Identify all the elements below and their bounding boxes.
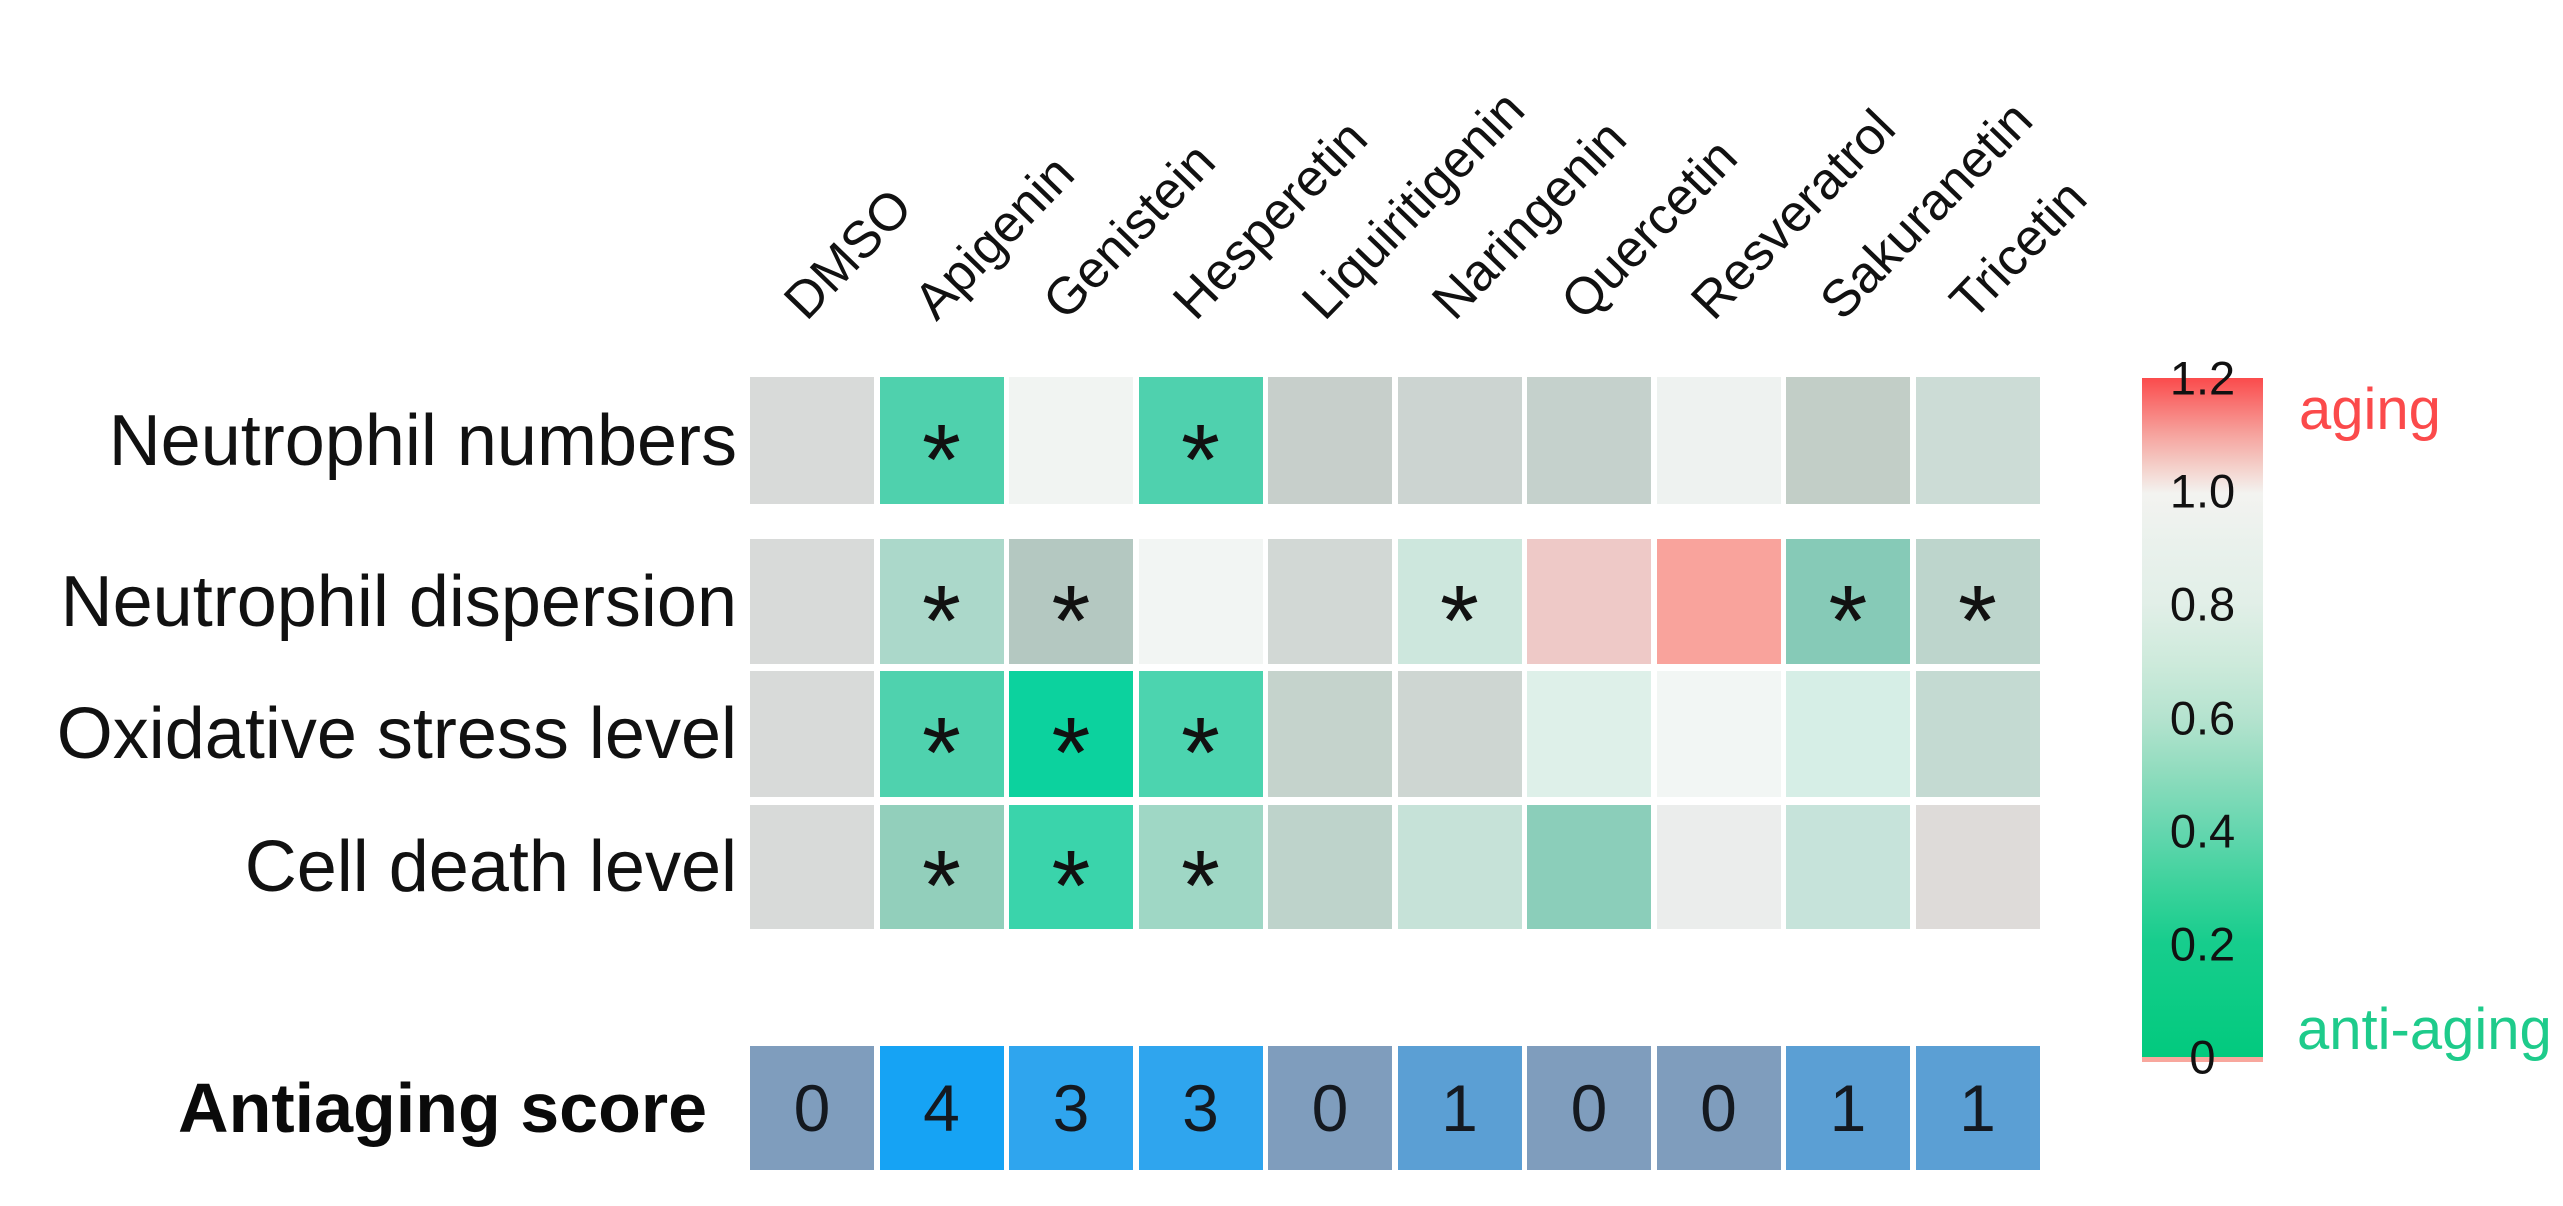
heatmap-cell: * bbox=[1009, 539, 1133, 671]
heatmap-cell: * bbox=[1915, 539, 2040, 671]
heatmap-cell bbox=[1656, 539, 1781, 664]
significance-asterisk: * bbox=[1181, 403, 1220, 516]
heatmap-cell bbox=[1268, 805, 1392, 929]
score-value: 3 bbox=[1052, 1071, 1090, 1145]
significance-asterisk: * bbox=[1181, 830, 1220, 942]
heatmap-cell: * bbox=[1009, 805, 1133, 936]
heatmap-cell: * bbox=[1138, 805, 1263, 936]
score-cell: 1 bbox=[1397, 1046, 1522, 1170]
significance-asterisk: * bbox=[922, 403, 961, 516]
significance-asterisk: * bbox=[1828, 564, 1868, 677]
heatmap-cell bbox=[1656, 377, 1781, 504]
heatmap-cell bbox=[1786, 671, 1910, 797]
heatmap-cell: * bbox=[1009, 671, 1133, 803]
significance-asterisk: * bbox=[1440, 564, 1479, 677]
score-value: 4 bbox=[923, 1071, 960, 1145]
score-cell: 3 bbox=[1138, 1046, 1263, 1170]
heatmap-cell bbox=[1397, 671, 1522, 797]
heatmap-cell bbox=[750, 805, 874, 929]
heatmap-cell bbox=[1138, 539, 1263, 664]
heatmap-cell bbox=[1915, 671, 2040, 797]
significance-asterisk: * bbox=[922, 697, 961, 809]
score-cell: 0 bbox=[750, 1046, 874, 1170]
score-cell: 3 bbox=[1009, 1046, 1133, 1170]
heatmap-cell bbox=[1656, 805, 1781, 929]
score-cell: 0 bbox=[1656, 1046, 1781, 1170]
score-value: 0 bbox=[793, 1071, 831, 1145]
colorbar-tick-label: 0.4 bbox=[2169, 804, 2236, 858]
colorbar-gradient bbox=[2142, 378, 2263, 1057]
score-value: 0 bbox=[1570, 1071, 1608, 1145]
heatmap-cell bbox=[1786, 377, 1910, 504]
colorbar-tick-label: 1.2 bbox=[2169, 351, 2236, 405]
heatmap-cell: * bbox=[879, 377, 1004, 510]
heatmap-cell bbox=[1397, 805, 1522, 929]
anti-aging-label: anti-aging bbox=[2297, 997, 2552, 1062]
significance-asterisk: * bbox=[922, 830, 961, 942]
heatmap-cell: * bbox=[879, 539, 1004, 671]
heatmap-cell bbox=[1397, 377, 1522, 504]
heatmap-cell: * bbox=[879, 671, 1004, 803]
row-label: Cell death level bbox=[244, 827, 737, 907]
heatmap-cell bbox=[1915, 805, 2040, 929]
significance-asterisk: * bbox=[1051, 697, 1091, 809]
colorbar-tick-label: 0 bbox=[2189, 1030, 2216, 1084]
heatmap-cell bbox=[1786, 805, 1910, 929]
significance-asterisk: * bbox=[922, 564, 961, 677]
column-header: DMSO bbox=[773, 178, 924, 331]
row-label: Neutrophil dispersion bbox=[60, 561, 737, 642]
heatmap-cell bbox=[1268, 539, 1392, 664]
score-cell: 0 bbox=[1527, 1046, 1651, 1170]
row-label: Neutrophil numbers bbox=[108, 400, 737, 481]
row-label: Oxidative stress level bbox=[56, 694, 737, 774]
aging-label: aging bbox=[2299, 377, 2441, 442]
score-row-label: Antiaging score bbox=[178, 1069, 707, 1147]
score-cell: 4 bbox=[879, 1046, 1004, 1170]
score-cell: 1 bbox=[1915, 1046, 2040, 1170]
heatmap-cell: * bbox=[1138, 671, 1263, 803]
heatmap-cell: * bbox=[1786, 539, 1910, 671]
score-value: 0 bbox=[1311, 1071, 1349, 1145]
colorbar-tick-label: 0.6 bbox=[2169, 691, 2236, 744]
heatmap-cell bbox=[1009, 377, 1133, 504]
score-value: 1 bbox=[1959, 1071, 1996, 1145]
heatmap-cell bbox=[750, 377, 874, 504]
score-value: 1 bbox=[1829, 1071, 1867, 1145]
heatmap-cell: * bbox=[879, 805, 1004, 936]
colorbar-tick-label: 0.2 bbox=[2169, 917, 2236, 971]
colorbar-tick-label: 1.0 bbox=[2169, 464, 2236, 518]
heatmap-cell: * bbox=[1138, 377, 1263, 510]
score-value: 1 bbox=[1441, 1071, 1478, 1145]
heatmap-cell bbox=[1527, 377, 1651, 504]
heatmap-cell bbox=[1527, 539, 1651, 664]
significance-asterisk: * bbox=[1181, 697, 1220, 809]
significance-asterisk: * bbox=[1051, 830, 1091, 942]
score-cell: 1 bbox=[1786, 1046, 1910, 1170]
heatmap-cell bbox=[1268, 377, 1392, 504]
heatmap-cell bbox=[1527, 671, 1651, 797]
score-value: 3 bbox=[1182, 1071, 1219, 1145]
colorbar-tick-label: 0.8 bbox=[2169, 577, 2236, 631]
heatmap-cell bbox=[1915, 377, 2040, 504]
significance-asterisk: * bbox=[1958, 564, 1997, 677]
heatmap-cell bbox=[750, 539, 874, 664]
significance-asterisk: * bbox=[1051, 564, 1091, 677]
heatmap-cell: * bbox=[1397, 539, 1522, 671]
heatmap-cell bbox=[1268, 671, 1392, 797]
score-cell: 0 bbox=[1268, 1046, 1392, 1170]
heatmap-cell bbox=[750, 671, 874, 797]
heatmap-cell bbox=[1656, 671, 1781, 797]
score-value: 0 bbox=[1700, 1071, 1737, 1145]
colorbar-bottom-edge bbox=[2142, 1057, 2263, 1062]
heatmap-cell bbox=[1527, 805, 1651, 929]
